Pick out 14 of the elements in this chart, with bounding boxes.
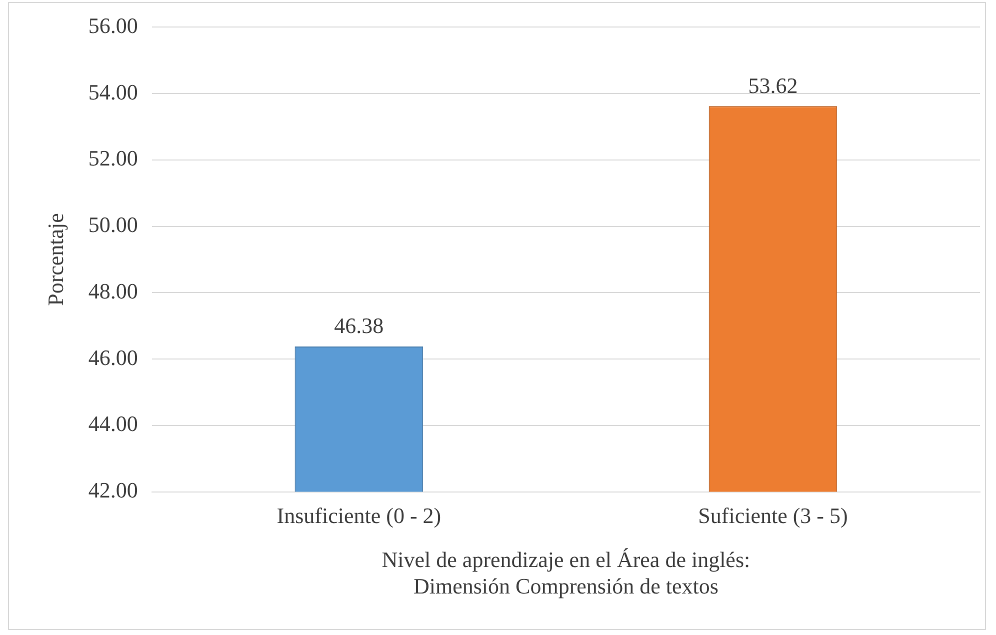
y-tick-label: 54.00 [88,79,138,104]
data-label: 53.62 [748,72,798,98]
y-tick-label: 56.00 [88,12,138,38]
data-label: 46.38 [334,313,384,338]
y-axis-title: Porcentaje [42,213,68,306]
y-tick-label: 50.00 [88,212,138,238]
y-tick-label: 48.00 [88,278,138,304]
y-tick-label: 44.00 [88,411,138,436]
x-axis-title: Nivel de aprendizaje en el Área de inglés: Dimensión Comprensión de textos [382,547,750,599]
x-tick-label: Insuficiente (0 - 2) [276,502,442,528]
x-tick-label: Suficiente (3 - 5) [698,502,848,528]
y-tick-label: 52.00 [88,146,138,171]
y-tick-label: 46.00 [88,344,138,370]
y-tick-label: 42.00 [88,478,138,503]
